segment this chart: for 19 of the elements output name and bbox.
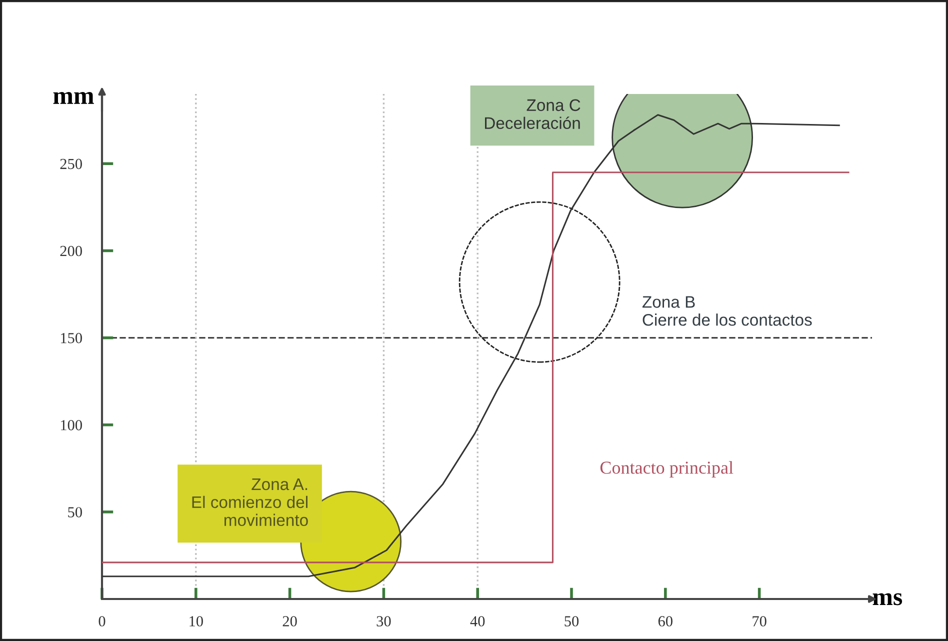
y-tick-label: 150 xyxy=(60,332,82,344)
y-tick-label: 250 xyxy=(60,158,82,170)
x-tick-label: 50 xyxy=(564,616,579,626)
x-tick-label: 70 xyxy=(752,616,766,626)
annotation: Zona B Cierre de los contactos xyxy=(642,296,812,326)
x-tick-label: 30 xyxy=(376,616,391,626)
annotation: Zona C Deceleración xyxy=(485,99,580,130)
x-tick-label: 20 xyxy=(282,616,297,626)
y-tick-label: 50 xyxy=(68,507,82,518)
x-tick-label: 60 xyxy=(658,616,672,626)
y-tick-label: 100 xyxy=(60,420,82,430)
y-axis-title: mm xyxy=(53,92,94,104)
x-tick-label: 10 xyxy=(190,616,203,626)
x-tick-label: 0 xyxy=(98,616,106,626)
annotation: Zona A. El comienzo del movimiento xyxy=(192,478,308,526)
x-tick-label: 40 xyxy=(470,616,485,626)
text: Contacto principal xyxy=(600,461,734,478)
x-axis-title: ms xyxy=(872,593,902,606)
y-tick-label: 200 xyxy=(60,246,82,256)
